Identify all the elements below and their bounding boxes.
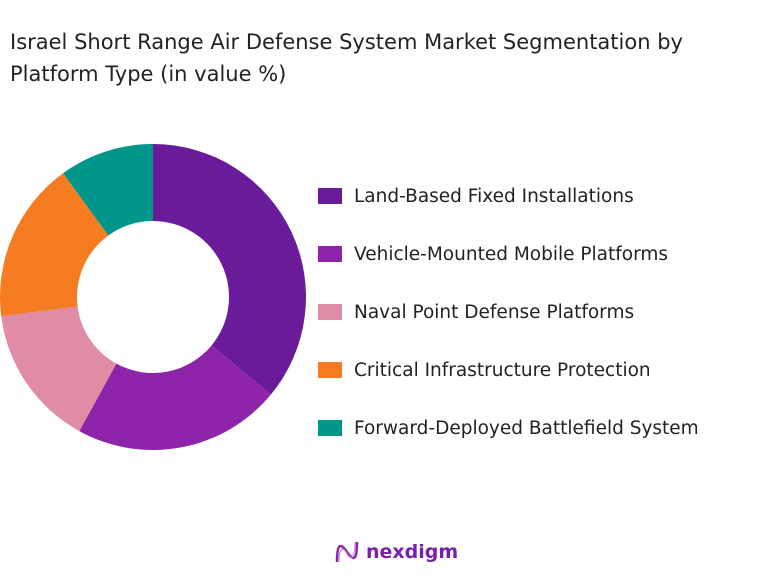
- legend-item: Land-Based Fixed Installations: [318, 166, 699, 226]
- legend-item: Naval Point Defense Platforms: [318, 282, 699, 342]
- legend-swatch: [318, 420, 342, 436]
- donut-slice: [79, 345, 271, 450]
- legend-item: Forward-Deployed Battlefield System: [318, 398, 699, 458]
- legend-label: Naval Point Defense Platforms: [354, 301, 635, 323]
- donut-slice: [1, 306, 117, 432]
- legend-swatch: [318, 246, 342, 262]
- legend-label: Land-Based Fixed Installations: [354, 185, 634, 207]
- legend-swatch: [318, 362, 342, 378]
- legend-swatch: [318, 304, 342, 320]
- legend-label: Vehicle-Mounted Mobile Platforms: [354, 243, 669, 265]
- donut-slice: [0, 173, 109, 317]
- nexdigm-logo: nexdigm: [334, 540, 458, 564]
- chart-title: Israel Short Range Air Defense System Ma…: [10, 30, 683, 86]
- donut-slice: [63, 144, 153, 236]
- logo-icon: [335, 541, 359, 563]
- legend-item: Vehicle-Mounted Mobile Platforms: [318, 224, 699, 284]
- legend-label: Critical Infrastructure Protection: [354, 359, 651, 381]
- logo-text: nexdigm: [366, 541, 459, 563]
- donut-slice: [153, 144, 307, 395]
- legend-label: Forward-Deployed Battlefield System: [354, 417, 699, 439]
- legend-swatch: [318, 188, 342, 204]
- legend: Land-Based Fixed Installations Vehicle-Mo…: [318, 168, 699, 458]
- legend-item: Critical Infrastructure Protection: [318, 340, 699, 400]
